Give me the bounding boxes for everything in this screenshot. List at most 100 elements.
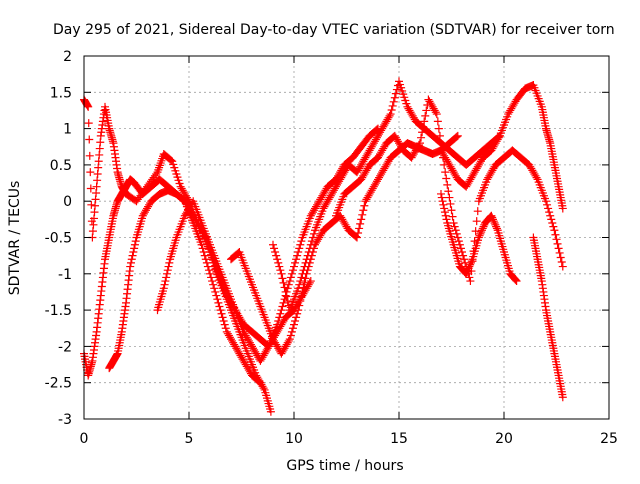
series-track-6 bbox=[227, 131, 462, 358]
interpolated-point-marker bbox=[152, 169, 161, 178]
y-tick-label: 0.5 bbox=[50, 158, 72, 174]
data-point-marker bbox=[126, 262, 135, 271]
interpolated-point-marker bbox=[466, 258, 475, 267]
data-point-marker bbox=[462, 269, 471, 278]
interpolated-point-marker bbox=[456, 244, 465, 253]
interpolated-point-marker bbox=[303, 266, 312, 275]
interpolated-point-marker bbox=[357, 215, 366, 224]
data-point-marker bbox=[432, 110, 441, 119]
interpolated-point-marker bbox=[546, 211, 555, 220]
data-point-marker bbox=[290, 262, 298, 271]
interpolated-point-marker bbox=[385, 111, 394, 120]
interpolated-point-marker bbox=[431, 108, 440, 117]
y-tick-label: 1 bbox=[63, 122, 72, 138]
y-tick-label: 0 bbox=[63, 194, 72, 210]
interpolated-point-marker bbox=[198, 244, 207, 253]
interpolated-point-marker bbox=[433, 117, 442, 126]
interpolated-point-marker bbox=[391, 89, 400, 98]
interpolated-point-marker bbox=[420, 117, 429, 126]
series-track-10 bbox=[529, 233, 567, 402]
y-tick-label: -2.5 bbox=[45, 376, 72, 392]
interpolated-point-marker bbox=[435, 131, 444, 140]
interpolated-point-marker bbox=[131, 237, 140, 246]
interpolated-point-marker bbox=[287, 269, 296, 278]
interpolated-point-marker bbox=[203, 262, 212, 271]
series-track-8 bbox=[437, 81, 567, 213]
interpolated-point-marker bbox=[217, 309, 226, 318]
interpolated-point-marker bbox=[355, 224, 364, 233]
interpolated-point-marker bbox=[557, 258, 566, 267]
y-tick-label: -3 bbox=[58, 412, 72, 428]
data-point-marker bbox=[458, 248, 466, 257]
interpolated-point-marker bbox=[294, 248, 303, 257]
interpolated-point-marker bbox=[479, 222, 488, 231]
interpolated-point-marker bbox=[475, 231, 484, 240]
interpolated-point-marker bbox=[462, 267, 471, 276]
interpolated-point-marker bbox=[210, 284, 219, 293]
interpolated-point-marker bbox=[287, 327, 296, 336]
data-point-marker bbox=[285, 335, 294, 344]
interpolated-point-marker bbox=[161, 277, 170, 286]
interpolated-point-marker bbox=[297, 273, 306, 282]
interpolated-point-marker bbox=[532, 173, 541, 182]
interpolated-point-marker bbox=[307, 251, 316, 260]
data-point-marker bbox=[558, 204, 567, 213]
interpolated-point-marker bbox=[471, 227, 480, 236]
interpolated-point-marker bbox=[359, 206, 368, 215]
x-tick-label: 5 bbox=[185, 431, 194, 447]
x-tick-label: 10 bbox=[285, 431, 303, 447]
interpolated-point-marker bbox=[545, 208, 554, 217]
ticks-layer bbox=[83, 55, 610, 420]
y-tick-label: 1.5 bbox=[50, 85, 72, 101]
interpolated-point-marker bbox=[478, 224, 487, 233]
interpolated-point-marker bbox=[477, 226, 486, 235]
interpolated-point-marker bbox=[309, 244, 318, 253]
data-point-marker bbox=[84, 102, 93, 111]
interpolated-point-marker bbox=[488, 213, 497, 222]
interpolated-point-marker bbox=[288, 266, 297, 275]
data-point-marker bbox=[437, 189, 445, 198]
interpolated-point-marker bbox=[255, 377, 264, 386]
interpolated-point-marker bbox=[437, 193, 446, 202]
data-point-marker bbox=[386, 110, 395, 119]
interpolated-point-marker bbox=[437, 139, 445, 148]
interpolated-point-marker bbox=[274, 258, 283, 267]
interpolated-point-marker bbox=[86, 168, 95, 177]
interpolated-point-marker bbox=[549, 222, 558, 231]
interpolated-point-marker bbox=[85, 151, 94, 160]
data-point-marker bbox=[550, 226, 559, 235]
interpolated-point-marker bbox=[492, 222, 501, 231]
interpolated-point-marker bbox=[454, 237, 463, 246]
interpolated-point-marker bbox=[286, 331, 295, 340]
interpolated-point-marker bbox=[128, 251, 137, 260]
data-point-marker bbox=[277, 269, 286, 278]
interpolated-point-marker bbox=[434, 124, 443, 133]
interpolated-point-marker bbox=[298, 287, 307, 296]
data-point-marker bbox=[474, 233, 483, 242]
interpolated-point-marker bbox=[280, 283, 289, 292]
interpolated-point-marker bbox=[295, 244, 304, 253]
interpolated-point-marker bbox=[276, 309, 285, 318]
interpolated-point-marker bbox=[208, 277, 217, 286]
data-point-marker bbox=[266, 407, 275, 416]
interpolated-point-marker bbox=[281, 287, 290, 296]
interpolated-point-marker bbox=[442, 174, 451, 183]
data-point-marker bbox=[416, 139, 424, 148]
points-layer bbox=[80, 77, 567, 416]
interpolated-point-marker bbox=[288, 324, 297, 333]
interpolated-point-marker bbox=[278, 274, 287, 283]
interpolated-point-marker bbox=[275, 262, 284, 271]
interpolated-point-marker bbox=[292, 255, 301, 264]
interpolated-point-marker bbox=[292, 313, 301, 322]
interpolated-point-marker bbox=[129, 248, 138, 257]
data-point-marker bbox=[441, 168, 450, 177]
interpolated-point-marker bbox=[277, 306, 286, 315]
interpolated-point-marker bbox=[472, 217, 481, 226]
data-point-marker bbox=[197, 240, 206, 249]
interpolated-point-marker bbox=[284, 280, 293, 289]
interpolated-point-marker bbox=[271, 248, 280, 257]
interpolated-point-marker bbox=[467, 257, 476, 266]
data-point-marker bbox=[466, 277, 475, 286]
interpolated-point-marker bbox=[201, 255, 210, 264]
